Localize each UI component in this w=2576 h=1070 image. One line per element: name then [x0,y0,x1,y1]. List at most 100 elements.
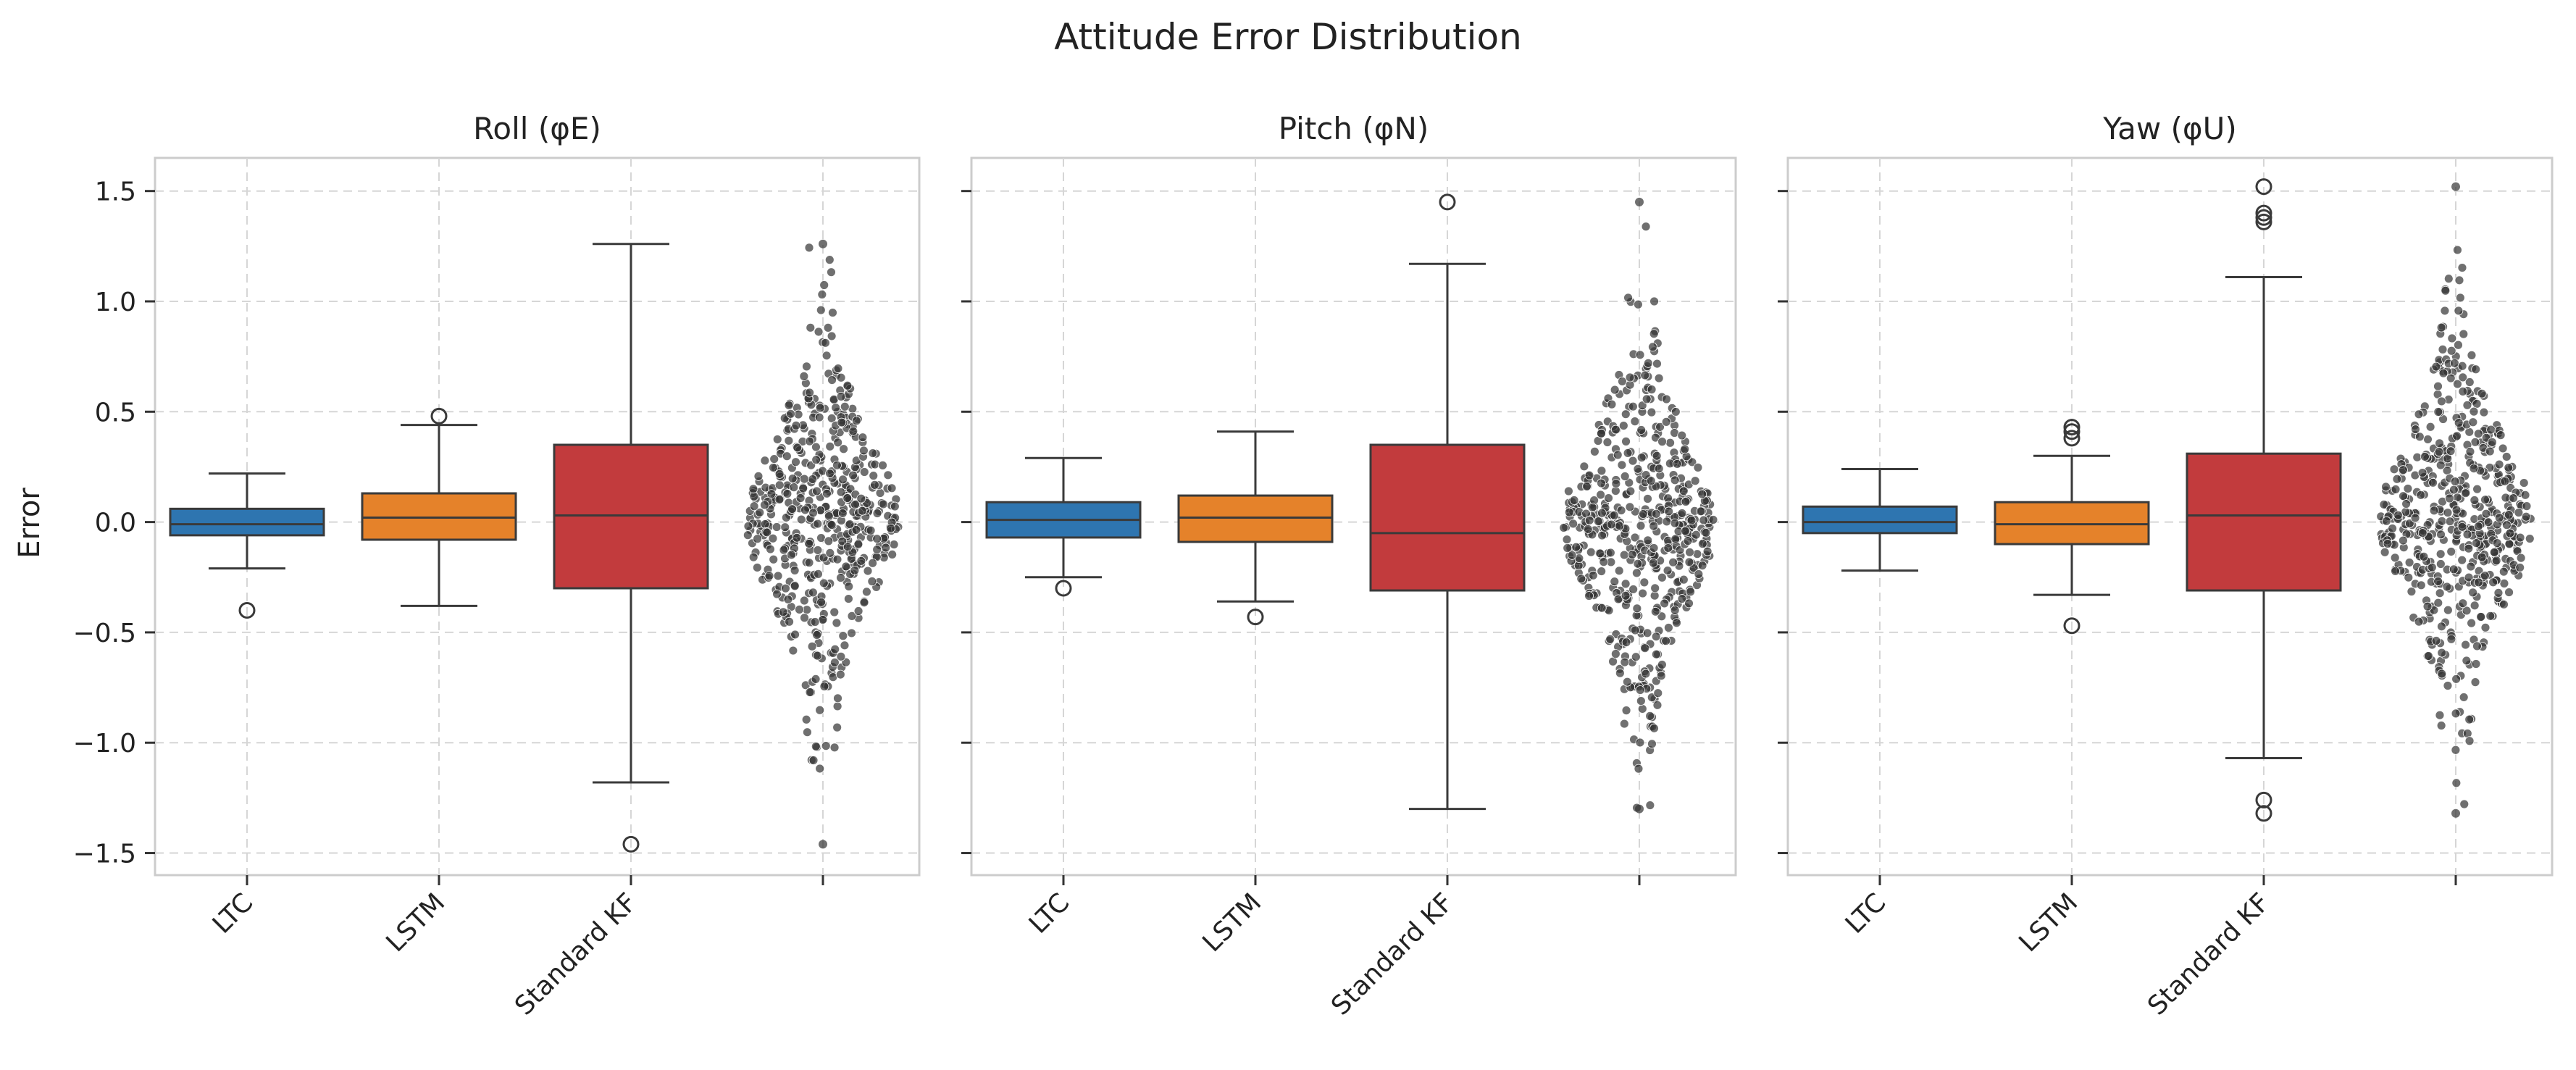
swarm-point [1653,688,1663,698]
swarm-point [1587,503,1597,512]
swarm-point [2450,477,2460,487]
swarm-point [872,545,882,555]
swarm-point [1625,372,1635,383]
swarm-point [2472,484,2482,494]
outlier-point [2255,805,2272,822]
swarm-point [2391,485,2401,494]
swarm-point [2440,306,2450,316]
swarm-point [870,480,879,490]
swarm-point [1606,519,1616,530]
swarm-point [2459,799,2470,809]
swarm-point [872,534,882,544]
swarm-point [781,513,791,522]
swarm-point [839,444,848,454]
swarm-point [1697,489,1707,499]
swarm-point [2457,361,2467,371]
swarm-point [804,539,814,548]
panel-1: Roll (φE) −1.5 −1.0 −0.5 0.0 0.5 1.0 1.5 LTC LSTM… [73,111,921,1021]
swarm-point [2491,556,2501,566]
swarm-point [2453,245,2462,255]
swarm-point [762,527,772,538]
swarm-point [790,581,800,591]
swarm-point [1571,542,1581,552]
swarm-point [1663,566,1673,575]
swarm-point [768,533,778,543]
swarm-point [769,454,779,464]
panel-3: Yaw (φU) LTC LSTM Standard KF [1778,111,2554,1021]
swarm-point [2431,361,2441,372]
swarm-point [1567,550,1577,560]
outlier-point [2255,209,2272,226]
swarm-point [1636,521,1646,531]
swarm-point [1609,510,1619,520]
swarm-point [1654,373,1664,383]
swarm-point [2498,443,2508,454]
swarm-point [1645,801,1655,810]
outlier-point [622,835,640,853]
swarm-point [815,705,825,715]
swarm-point [2462,606,2472,616]
swarm-point [833,438,843,448]
swarm-point [853,606,863,616]
swarm-point [816,597,826,607]
swarm-point [1610,425,1621,435]
swarm-point [2451,745,2461,755]
swarm-point [2466,561,2476,572]
swarm-point [821,338,830,348]
swarm-point [2514,508,2524,517]
swarm-point [1635,737,1645,748]
swarm-point [2381,482,2391,492]
swarm-point [2427,562,2437,572]
swarm-point [2504,510,2514,520]
swarm-point [1610,577,1620,587]
swarm-point [851,416,861,426]
swarm-point [2458,372,2468,383]
swarm-point [782,489,793,498]
swarm-point [2501,493,2511,503]
swarm-point [781,583,790,593]
swarm-point [2458,598,2468,609]
swarm-point [1657,437,1667,447]
swarm-point [774,469,785,479]
swarm-point [1611,479,1621,488]
swarm-point [1630,417,1640,427]
box-ltc [985,456,1142,597]
swarm-point [2494,459,2504,469]
swarm-point [2499,578,2509,588]
swarm-point [815,403,825,413]
swarm-point [1635,350,1645,360]
swarm-point [816,305,826,315]
swarm-point [2393,510,2403,520]
swarm-point [2452,431,2462,441]
swarm-point [856,556,866,566]
swarm-point [1657,611,1667,622]
swarm-point [2437,396,2446,406]
swarm-point [1702,546,1713,556]
swarm-point [1569,496,1579,505]
swarm-point [848,426,858,436]
swarm-point [1637,704,1647,714]
swarm-point [2461,640,2470,650]
swarm-point [2480,571,2490,581]
swarm-point [799,595,809,606]
swarm-point [827,375,837,385]
swarm-point [764,571,774,581]
swarm-point [788,645,798,656]
swarm-point [819,280,829,290]
swarm-point [848,470,858,480]
swarm-point [2414,616,2424,627]
swarm-point [1634,764,1644,774]
swarm-point [1559,523,1569,532]
swarm-point [1640,370,1650,380]
swarm-point [2451,182,2460,191]
swarm-point [1626,486,1636,496]
swarm-point [2455,293,2465,303]
swarm-point [760,456,770,466]
swarm-point [2505,528,2515,538]
swarm-point [1623,293,1633,303]
swarm-point [818,615,828,624]
swarm-point [748,552,758,562]
swarm-point [2480,622,2491,632]
swarm-point [1643,358,1653,368]
